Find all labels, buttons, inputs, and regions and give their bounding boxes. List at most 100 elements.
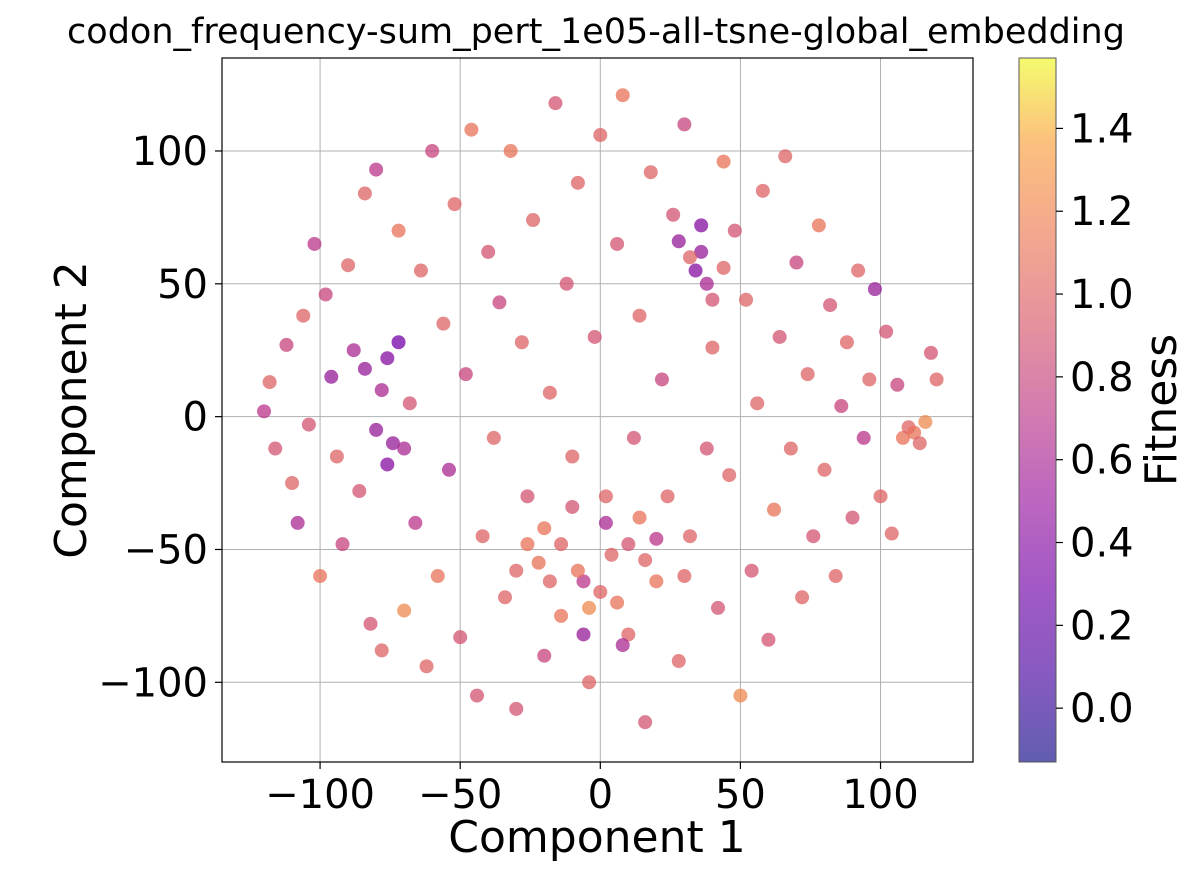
scatter-point-132: [610, 595, 625, 610]
scatter-point-22: [385, 436, 400, 451]
colorbar-label: Fitness: [1136, 334, 1187, 486]
scatter-point-49: [537, 648, 552, 663]
scatter-point-148: [716, 260, 731, 275]
colorbar: [1018, 57, 1057, 763]
scatter-point-54: [565, 449, 580, 464]
scatter-point-42: [498, 590, 513, 605]
scatter-point-127: [537, 521, 552, 536]
scatter-point-143: [677, 569, 692, 584]
scatter-point-71: [660, 489, 675, 504]
scatter-point-55: [570, 175, 585, 190]
scatter-point-142: [576, 627, 591, 642]
scatter-point-19: [369, 162, 384, 177]
scatter-point-16: [352, 484, 367, 499]
scatter-point-134: [542, 574, 557, 589]
scatter-point-92: [778, 149, 793, 164]
scatter-point-14: [341, 258, 356, 273]
scatter-point-116: [912, 436, 927, 451]
y-tick-label: −100: [98, 660, 208, 706]
scatter-point-66: [632, 308, 647, 323]
scatter-point-30: [430, 569, 445, 584]
scatter-point-106: [856, 430, 871, 445]
scatter-point-1: [262, 375, 277, 390]
colorbar-tick-label: 0.8: [1070, 355, 1134, 401]
colorbar-tick-label: 1.2: [1070, 189, 1134, 235]
colorbar-tick-label: 0.0: [1070, 686, 1134, 732]
colorbar-tick-label: 1.0: [1070, 272, 1134, 318]
scatter-point-73: [671, 654, 686, 669]
scatter-point-136: [565, 499, 580, 514]
scatter-point-85: [739, 292, 754, 307]
scatter-point-146: [705, 292, 720, 307]
scatter-point-8: [307, 236, 322, 251]
scatter-point-69: [649, 574, 664, 589]
x-axis-label: Component 1: [448, 812, 745, 863]
x-tick-label: 0: [588, 772, 613, 818]
y-tick-label: 0: [183, 395, 208, 441]
scatter-point-47: [526, 213, 541, 228]
scatter-point-10: [318, 287, 333, 302]
y-axis-ticks: −100 −50 0 50 100: [98, 129, 222, 706]
scatter-point-80: [710, 600, 725, 615]
scatter-point-133: [638, 553, 653, 568]
scatter-point-82: [722, 468, 737, 483]
scatter-point-111: [884, 526, 899, 541]
scatter-point-108: [867, 282, 882, 297]
scatter-point-138: [632, 510, 647, 525]
scatter-point-84: [733, 688, 748, 703]
x-tick-label: 100: [842, 772, 918, 818]
scatter-point-140: [509, 563, 524, 578]
scatter-point-20: [374, 643, 389, 658]
scatter-point-3: [279, 337, 294, 352]
scatter-point-6: [296, 308, 311, 323]
scatter-point-144: [699, 276, 714, 291]
scatter-point-45: [514, 335, 529, 350]
scatter-point-56: [576, 574, 591, 589]
scatter-point-0: [257, 404, 272, 419]
chart-title: codon_frequency-sum_pert_1e05-all-tsne-g…: [67, 12, 1125, 52]
scatter-point-104: [845, 510, 860, 525]
scatter-point-90: [767, 502, 782, 517]
scatter-point-48: [531, 555, 546, 570]
scatter-point-31: [436, 316, 451, 331]
scatter-point-139: [649, 531, 664, 546]
scatter-point-98: [811, 218, 826, 233]
scatter-point-39: [481, 244, 496, 259]
scatter-point-79: [705, 340, 720, 355]
scatter-point-50: [542, 385, 557, 400]
scatter-point-91: [772, 329, 787, 344]
x-axis-ticks: −100 −50 0 50 100: [265, 762, 919, 818]
scatter-point-11: [324, 369, 339, 384]
scatter-points: [257, 88, 944, 730]
scatter-point-145: [682, 250, 697, 265]
y-tick-label: 100: [132, 129, 208, 175]
scatter-point-128: [570, 563, 585, 578]
scatter-point-62: [610, 236, 625, 251]
scatter-point-115: [907, 425, 922, 440]
scatter-point-118: [923, 345, 938, 360]
scatter-point-107: [862, 372, 877, 387]
colorbar-tick-label: 1.4: [1070, 106, 1134, 152]
scatter-point-67: [638, 715, 653, 730]
scatter-point-86: [744, 563, 759, 578]
scatter-point-121: [380, 457, 395, 472]
scatter-point-28: [419, 659, 434, 674]
scatter-point-96: [800, 367, 815, 382]
scatter-point-94: [789, 255, 804, 270]
scatter-point-76: [688, 263, 703, 278]
scatter-point-29: [425, 143, 440, 158]
scatter-point-87: [750, 396, 765, 411]
scatter-point-32: [441, 462, 456, 477]
scatter-point-4: [285, 476, 300, 491]
scatter-point-26: [408, 515, 423, 530]
scatter-point-13: [335, 537, 350, 552]
scatter-point-78: [699, 441, 714, 456]
scatter-point-75: [682, 529, 697, 544]
scatter-point-97: [806, 529, 821, 544]
scatter-point-23: [391, 223, 406, 238]
scatter-point-124: [397, 441, 412, 456]
scatter-point-125: [357, 361, 372, 376]
grid-lines: [222, 58, 973, 762]
scatter-point-122: [391, 335, 406, 350]
